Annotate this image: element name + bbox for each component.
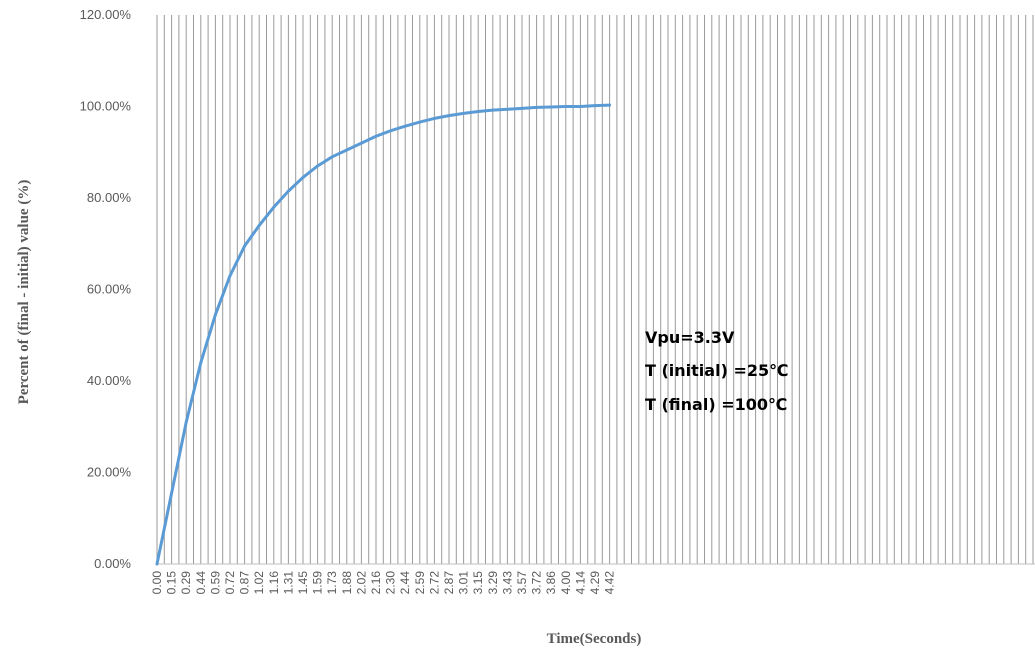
data-point xyxy=(579,105,582,108)
y-tick-label: 60.00% xyxy=(87,282,132,297)
series-line xyxy=(155,103,612,566)
x-tick-label: 0.72 xyxy=(223,571,237,595)
x-tick-label: 4.00 xyxy=(559,571,573,595)
x-tick-label: 2.59 xyxy=(413,571,427,595)
data-point xyxy=(199,361,203,365)
x-tick-label: 1.02 xyxy=(252,571,266,595)
data-point xyxy=(564,105,568,108)
data-point xyxy=(257,224,261,227)
data-point xyxy=(520,106,524,110)
gridlines xyxy=(156,15,1034,564)
x-axis-ticks: 0.00 0.15 0.29 0.44 0.59 0.72 0.87 1.02 1.16 1.31… xyxy=(150,571,617,595)
data-point xyxy=(228,274,232,278)
y-axis-title: Percent of (final - initial) value (%) xyxy=(16,180,32,405)
y-tick-label: 20.00% xyxy=(87,465,132,480)
annotation-vpu: Vpu=3.3V xyxy=(645,328,735,347)
x-tick-label: 0.15 xyxy=(165,571,179,595)
data-point xyxy=(433,116,436,120)
data-point xyxy=(214,313,217,317)
data-point xyxy=(170,491,174,495)
x-tick-label: 3.01 xyxy=(457,571,471,595)
x-tick-label: 4.29 xyxy=(588,571,602,595)
data-point xyxy=(549,105,553,109)
y-tick-label: 100.00% xyxy=(80,99,132,114)
data-point xyxy=(374,134,378,138)
data-point xyxy=(418,120,422,124)
data-point xyxy=(330,155,334,159)
x-tick-label: 1.59 xyxy=(311,571,325,595)
data-point xyxy=(287,189,290,193)
annotation-t-final: T (final) =100℃ xyxy=(645,395,787,414)
x-tick-label: 1.88 xyxy=(340,571,354,595)
x-tick-label: 4.14 xyxy=(573,571,587,595)
x-tick-label: 2.16 xyxy=(369,571,383,595)
data-point xyxy=(476,110,480,113)
data-point xyxy=(403,124,407,128)
data-point xyxy=(184,420,188,424)
y-tick-label: 40.00% xyxy=(87,373,132,388)
x-tick-label: 0.87 xyxy=(238,571,252,595)
x-tick-label: 3.57 xyxy=(515,571,529,595)
y-tick-label: 80.00% xyxy=(87,190,132,205)
x-axis-title: Time(Seconds) xyxy=(547,631,642,647)
x-tick-label: 3.29 xyxy=(486,571,500,595)
data-point xyxy=(535,106,538,109)
data-point xyxy=(155,562,159,566)
y-axis-ticks: 0.00% 20.00% 40.00% 60.00% 80.00% 100.00% 120.… xyxy=(80,7,132,571)
data-point xyxy=(447,114,451,118)
data-point xyxy=(593,104,597,107)
data-point xyxy=(316,164,319,168)
data-point xyxy=(272,205,276,209)
x-tick-label: 3.15 xyxy=(471,571,485,595)
data-point xyxy=(301,176,305,179)
x-tick-label: 2.30 xyxy=(384,571,398,595)
x-tick-label: 1.45 xyxy=(296,571,310,595)
x-tick-label: 4.42 xyxy=(603,571,617,595)
data-point xyxy=(345,148,349,152)
x-tick-label: 0.29 xyxy=(179,571,193,595)
data-point xyxy=(491,108,495,112)
data-point xyxy=(360,141,363,145)
data-point xyxy=(506,107,509,111)
x-tick-label: 0.59 xyxy=(208,571,222,595)
x-tick-label: 3.86 xyxy=(544,571,558,595)
annotation-box: Vpu=3.3V T (initial) =25℃ T (final) =100… xyxy=(645,328,789,414)
series xyxy=(155,103,612,566)
y-tick-label: 0.00% xyxy=(94,556,131,571)
annotation-t-initial: T (initial) =25℃ xyxy=(645,361,789,380)
x-tick-label: 3.43 xyxy=(500,571,514,595)
x-tick-label: 1.31 xyxy=(281,571,295,595)
x-tick-label: 3.72 xyxy=(530,571,544,595)
data-point xyxy=(389,129,392,133)
x-tick-label: 2.02 xyxy=(354,571,368,595)
x-tick-label: 1.73 xyxy=(325,571,339,595)
x-tick-label: 0.44 xyxy=(194,571,208,595)
x-tick-label: 1.16 xyxy=(267,571,281,595)
data-point xyxy=(243,244,247,248)
y-tick-label: 120.00% xyxy=(80,7,132,22)
data-point xyxy=(608,103,611,107)
x-tick-label: 0.00 xyxy=(150,571,164,595)
x-tick-label: 2.87 xyxy=(442,571,456,595)
data-point xyxy=(462,111,465,115)
x-tick-label: 2.72 xyxy=(427,571,441,595)
x-tick-label: 2.44 xyxy=(398,571,412,595)
